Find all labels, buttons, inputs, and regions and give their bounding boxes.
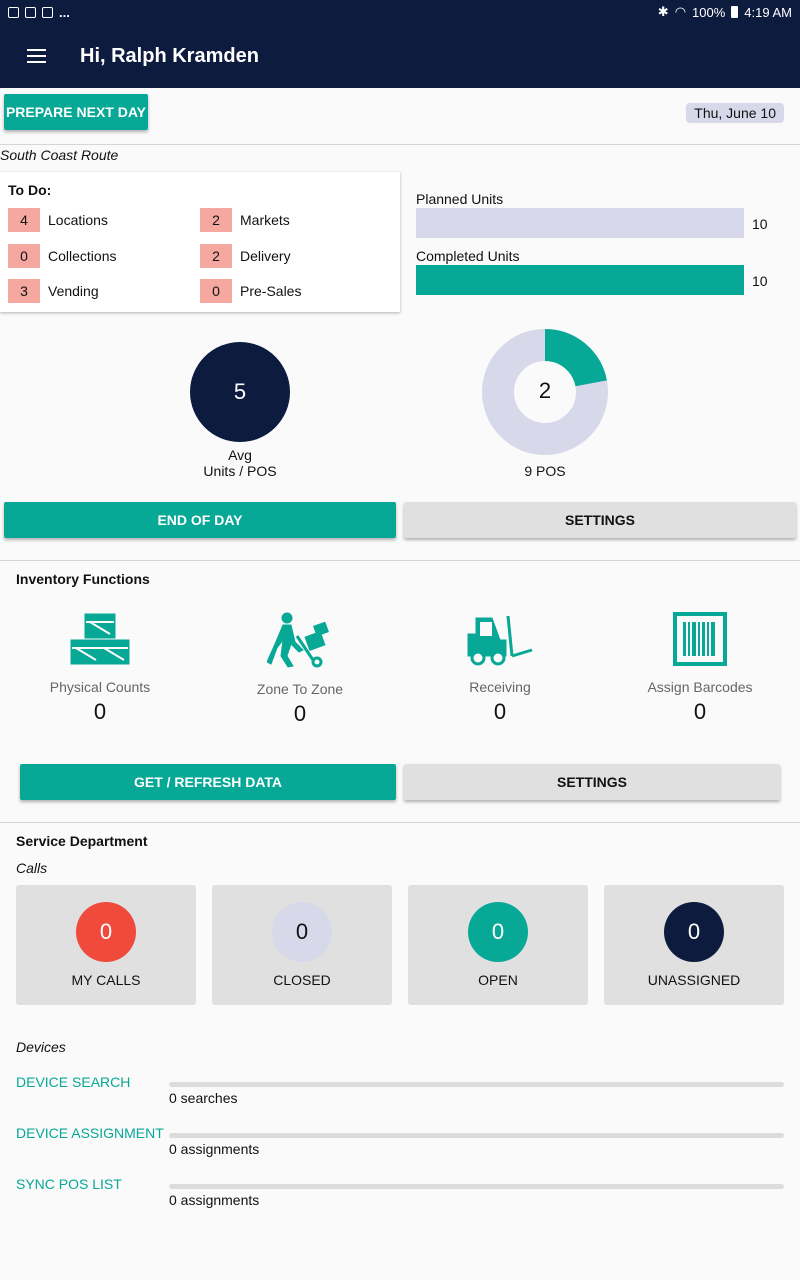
completed-units-fill — [416, 265, 744, 295]
device-assignment-bar — [169, 1133, 784, 1138]
physical-counts-tile[interactable]: Physical Counts 0 — [0, 612, 200, 725]
todo-count-badge: 0 — [8, 244, 40, 268]
call-count-dot: 0 — [468, 902, 528, 962]
todo-count-badge: 0 — [200, 279, 232, 303]
status-bar: ... ✱ ◠ 100% 4:19 AM — [0, 0, 800, 24]
inventory-count: 0 — [293, 701, 307, 726]
clipboard-icon — [42, 6, 53, 18]
notification-icons: ... — [8, 5, 70, 20]
more-notifications: ... — [59, 4, 70, 20]
todo-item-markets[interactable]: 2 Markets — [200, 208, 290, 232]
hamburger-menu-icon[interactable] — [0, 24, 72, 88]
divider — [0, 822, 800, 823]
planned-units-label: Planned Units — [416, 191, 504, 207]
device-search-bar — [169, 1082, 784, 1087]
call-label: OPEN — [478, 972, 518, 988]
hand-truck-icon — [266, 612, 329, 668]
inventory-label: Receiving — [469, 679, 531, 695]
device-search-count: 0 searches — [169, 1090, 238, 1106]
inventory-count: 0 — [93, 699, 107, 724]
service-department-title: Service Department — [16, 833, 148, 849]
todo-item-collections[interactable]: 0 Collections — [8, 244, 116, 268]
todo-label: Markets — [240, 212, 290, 228]
pos-donut-value: 2 — [538, 378, 552, 403]
barcode-icon — [673, 612, 727, 666]
completed-units-label: Completed Units — [416, 248, 520, 264]
bluetooth-icon: ✱ — [657, 4, 669, 19]
assign-barcodes-tile[interactable]: Assign Barcodes 0 — [600, 612, 800, 725]
inventory-settings-button[interactable]: SETTINGS — [404, 764, 780, 800]
pos-donut-chart — [482, 329, 608, 455]
route-settings-button[interactable]: SETTINGS — [404, 502, 796, 538]
inventory-count: 0 — [693, 699, 707, 724]
wifi-icon: ◠ — [674, 4, 687, 19]
inventory-count: 0 — [493, 699, 507, 724]
unassigned-calls-card[interactable]: 0 UNASSIGNED — [604, 885, 784, 1005]
todo-count-badge: 2 — [200, 208, 232, 232]
todo-item-vending[interactable]: 3 Vending — [8, 279, 99, 303]
todo-card: To Do: 4 Locations 2 Markets 0 Collectio… — [0, 172, 400, 312]
open-calls-card[interactable]: 0 OPEN — [408, 885, 588, 1005]
notification-icon — [8, 6, 19, 18]
divider — [0, 144, 800, 145]
inventory-functions-title: Inventory Functions — [16, 571, 150, 587]
call-label: MY CALLS — [71, 972, 141, 988]
completed-units-value: 10 — [752, 273, 768, 289]
calls-label: Calls — [16, 860, 48, 876]
receiving-tile[interactable]: Receiving 0 — [400, 612, 600, 725]
forklift-icon — [467, 615, 533, 666]
sync-pos-list-count: 0 assignments — [169, 1192, 260, 1208]
sync-pos-list-bar — [169, 1184, 784, 1189]
battery-level: 100% — [692, 4, 726, 20]
call-label: CLOSED — [273, 972, 331, 988]
todo-count-badge: 3 — [8, 279, 40, 303]
call-count-dot: 0 — [664, 902, 724, 962]
end-of-day-button[interactable]: END OF DAY — [4, 502, 396, 538]
battery-icon — [731, 6, 739, 18]
completed-units-bar — [416, 265, 744, 295]
todo-item-pre-sales[interactable]: 0 Pre-Sales — [200, 279, 301, 303]
todo-label: Vending — [48, 283, 99, 299]
planned-units-value: 10 — [752, 216, 768, 232]
planned-units-bar — [416, 208, 744, 238]
todo-label: Delivery — [240, 248, 291, 264]
closed-calls-card[interactable]: 0 CLOSED — [212, 885, 392, 1005]
pos-count-label: 9 POS — [524, 463, 566, 479]
inventory-label: Assign Barcodes — [647, 679, 753, 695]
todo-item-locations[interactable]: 4 Locations — [8, 208, 108, 232]
my-calls-card[interactable]: 0 MY CALLS — [16, 885, 196, 1005]
avg-units-circle: 5 — [190, 342, 290, 442]
zone-to-zone-tile[interactable]: Zone To Zone 0 — [200, 612, 400, 727]
avg-units-pos-label: Units / POS — [203, 463, 277, 479]
todo-item-delivery[interactable]: 2 Delivery — [200, 244, 291, 268]
device-search-link[interactable]: DEVICE SEARCH — [16, 1074, 131, 1090]
date-chip: Thu, June 10 — [686, 103, 784, 123]
todo-label: Pre-Sales — [240, 283, 302, 299]
todo-label: Locations — [48, 212, 108, 228]
divider — [0, 560, 800, 561]
inventory-label: Physical Counts — [49, 679, 151, 695]
call-count-dot: 0 — [76, 902, 136, 962]
prepare-next-day-button[interactable]: PREPARE NEXT DAY — [4, 94, 148, 130]
get-refresh-data-button[interactable]: GET / REFRESH DATA — [20, 764, 396, 800]
device-assignment-link[interactable]: DEVICE ASSIGNMENT — [16, 1125, 164, 1141]
call-label: UNASSIGNED — [647, 972, 741, 988]
devices-label: Devices — [16, 1039, 66, 1055]
donut-fill — [482, 329, 608, 455]
todo-label: Collections — [48, 248, 117, 264]
sync-pos-list-link[interactable]: SYNC POS LIST — [16, 1176, 122, 1192]
device-assignment-count: 0 assignments — [169, 1141, 260, 1157]
crates-icon — [70, 613, 130, 665]
inventory-label: Zone To Zone — [256, 681, 344, 697]
todo-title: To Do: — [8, 182, 52, 198]
route-name: South Coast Route — [0, 147, 119, 163]
avg-label: Avg — [228, 447, 252, 463]
todo-count-badge: 4 — [8, 208, 40, 232]
todo-count-badge: 2 — [200, 244, 232, 268]
app-bar: Hi, Ralph Kramden — [0, 24, 800, 88]
greeting-title: Hi, Ralph Kramden — [80, 44, 259, 67]
image-icon — [25, 6, 36, 18]
clock: 4:19 AM — [744, 4, 792, 20]
call-count-dot: 0 — [272, 902, 332, 962]
